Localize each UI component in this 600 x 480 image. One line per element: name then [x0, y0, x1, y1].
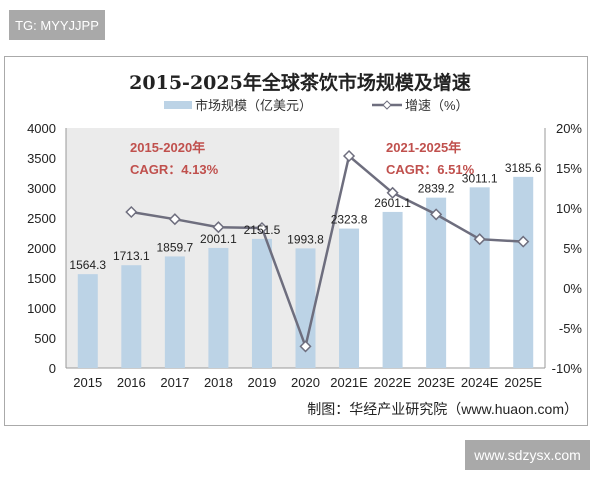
legend-diamond-icon — [382, 100, 392, 110]
bar — [164, 256, 185, 368]
growth-point — [255, 221, 269, 235]
growth-line — [131, 153, 524, 351]
bar — [339, 228, 360, 368]
right-tick-label: 10% — [556, 201, 582, 216]
growth-point — [212, 221, 225, 234]
x-tick-label: 2019 — [247, 375, 276, 390]
bar-value-label: 2839.2 — [418, 182, 455, 196]
x-tick-label: 2021E — [330, 375, 368, 390]
annotation-2-period: 2021-2025年 — [386, 140, 461, 155]
watermark-bottom: www.sdzysx.com — [465, 440, 590, 470]
x-tick-label: 2018 — [204, 375, 233, 390]
left-tick-label: 500 — [34, 331, 56, 346]
bar-value-label: 3185.6 — [505, 161, 542, 175]
x-tick-label: 2023E — [417, 375, 455, 390]
bar-value-label: 1859.7 — [157, 240, 194, 254]
bar-value-label: 1713.1 — [113, 249, 150, 263]
right-tick-label: -5% — [559, 321, 583, 336]
bar — [469, 187, 490, 368]
watermark-top: TG: MYYJJPP — [9, 10, 105, 40]
x-tick-label: 2020 — [291, 375, 320, 390]
bar — [208, 247, 229, 368]
bar — [251, 238, 272, 368]
left-tick-label: 3000 — [27, 181, 56, 196]
left-tick-label: 3500 — [27, 151, 56, 166]
x-tick-label: 2017 — [160, 375, 189, 390]
growth-point — [517, 235, 530, 248]
right-tick-label: 15% — [556, 161, 582, 176]
annotation-2-cagr: CAGR：6.51% — [386, 162, 475, 177]
growth-point — [342, 149, 356, 163]
bar-value-label: 2323.8 — [331, 213, 368, 227]
bar — [121, 265, 142, 368]
right-tick-label: 0% — [563, 281, 582, 296]
right-tick-label: -10% — [552, 361, 583, 376]
left-tick-label: 4000 — [27, 121, 56, 136]
x-tick-label: 2025E — [504, 375, 542, 390]
bar-value-label: 2601.1 — [374, 196, 411, 210]
x-tick-label: 2024E — [461, 375, 499, 390]
x-tick-label: 2016 — [117, 375, 146, 390]
bar-value-label: 3011.1 — [462, 171, 498, 185]
annotation-1-period: 2015-2020年 — [130, 140, 205, 155]
growth-point — [386, 186, 399, 199]
left-tick-label: 2500 — [27, 211, 56, 226]
growth-point — [430, 208, 443, 221]
bar — [77, 274, 98, 368]
bar — [513, 176, 534, 368]
x-tick-label: 2022E — [374, 375, 412, 390]
growth-point — [473, 233, 486, 246]
bar — [426, 197, 447, 368]
growth-point — [299, 340, 312, 353]
bar-value-label: 2151.5 — [244, 223, 281, 237]
shaded-region — [66, 128, 340, 368]
bar — [382, 211, 403, 368]
chart-frame — [4, 56, 588, 426]
bar-value-label: 1993.8 — [287, 232, 324, 246]
bar — [295, 248, 316, 368]
left-tick-label: 1500 — [27, 271, 56, 286]
right-tick-label: 20% — [556, 121, 582, 136]
legend-bar-swatch — [164, 101, 192, 109]
bar-value-label: 2001.1 — [200, 232, 237, 246]
right-tick-label: 5% — [563, 241, 582, 256]
annotation-1-cagr: CAGR：4.13% — [130, 162, 219, 177]
source-note: 制图：华经产业研究院（www.huaon.com） — [307, 401, 578, 417]
x-tick-label: 2015 — [73, 375, 102, 390]
growth-point — [168, 213, 181, 226]
left-tick-label: 2000 — [27, 241, 56, 256]
chart-title: 2015-2025年全球茶饮市场规模及增速 — [129, 71, 471, 94]
growth-point — [125, 205, 138, 219]
legend-line-label: 增速（%） — [405, 98, 469, 113]
left-tick-label: 1000 — [27, 301, 56, 316]
left-tick-label: 0 — [49, 361, 56, 376]
bar-value-label: 1564.3 — [69, 258, 106, 272]
legend-bar-label: 市场规模（亿美元） — [195, 98, 312, 113]
